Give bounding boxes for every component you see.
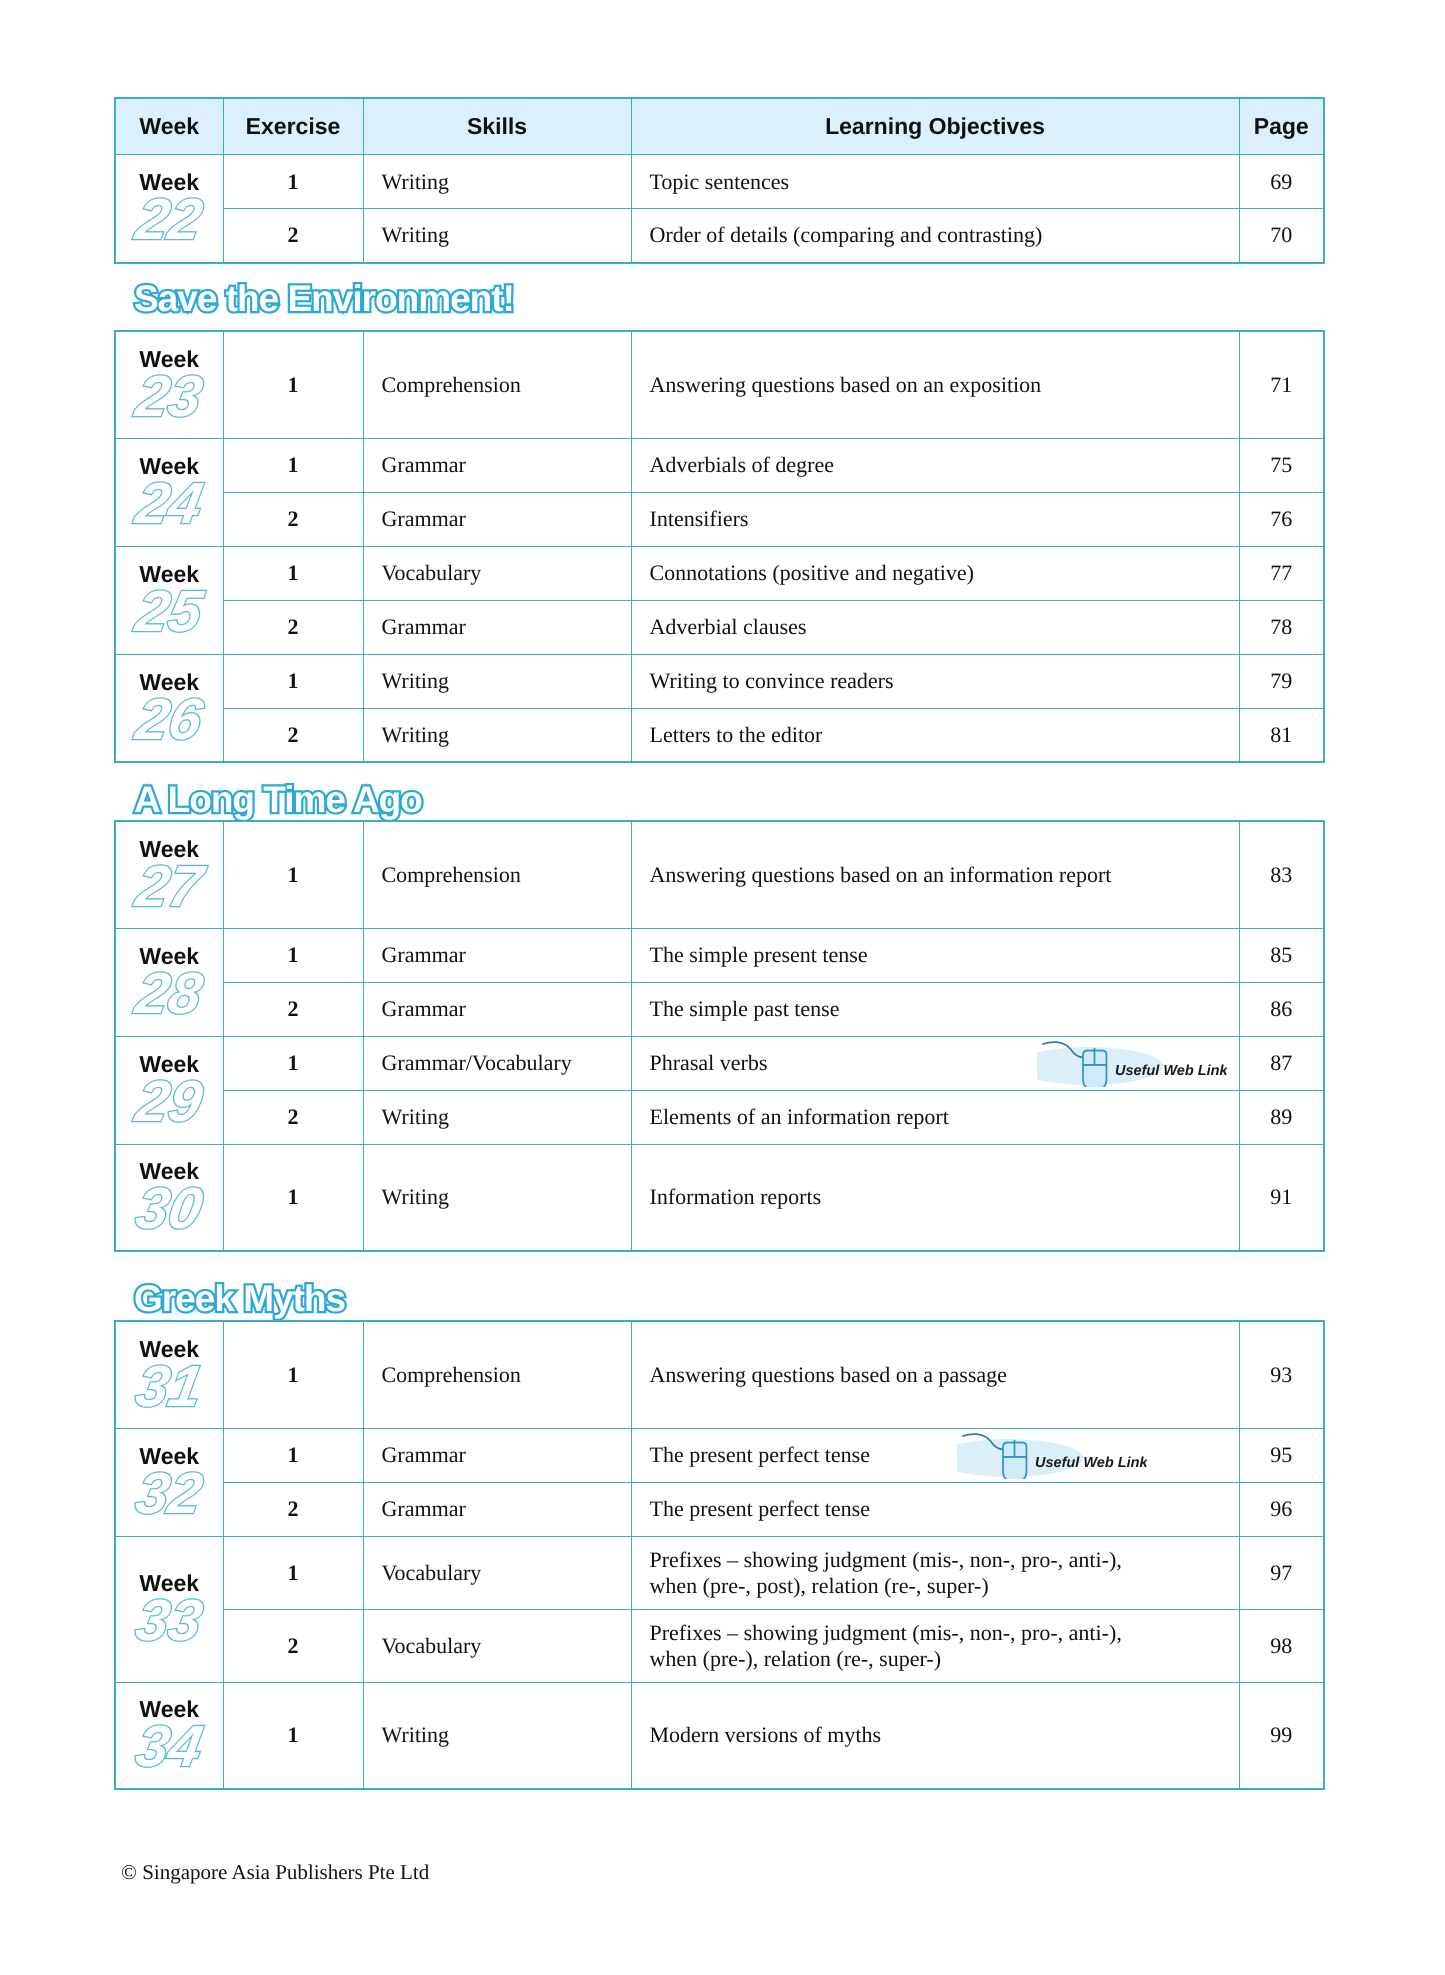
- svg-text:Useful Web Link: Useful Web Link: [1115, 1063, 1227, 1079]
- svg-text:Useful Web Link: Useful Web Link: [1035, 1455, 1147, 1471]
